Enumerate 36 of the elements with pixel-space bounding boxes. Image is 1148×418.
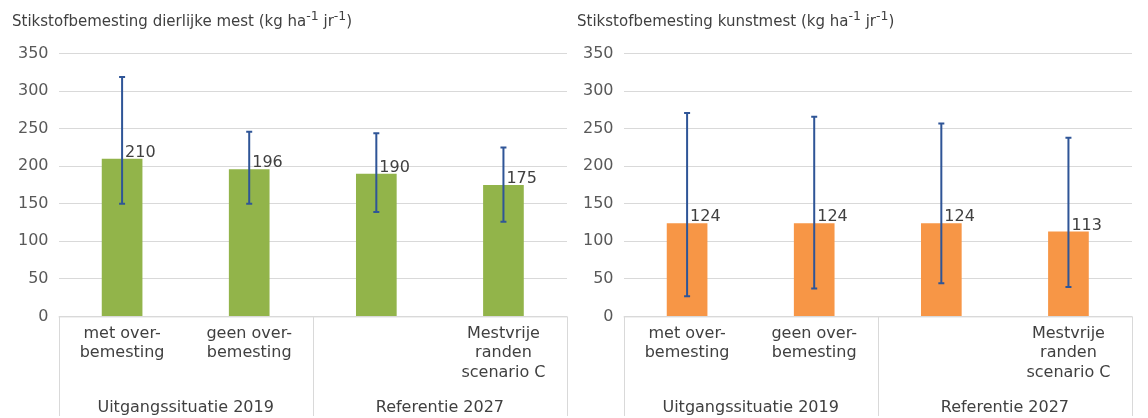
y-tick-label: 300 — [582, 80, 614, 100]
y-tick-label: 50 — [28, 268, 49, 288]
y-tick-label: 0 — [603, 305, 614, 325]
data-label: 124 — [690, 206, 721, 226]
text: Referentie 2027 — [375, 397, 505, 417]
y-tick-label: 100 — [17, 230, 49, 250]
x-tick-label: met over- bemesting — [79, 323, 165, 362]
data-label: 124 — [944, 206, 975, 226]
x-tick-label: geen over- bemesting — [771, 323, 857, 362]
y-tick-label: 150 — [17, 192, 49, 212]
y-tick-label: 200 — [17, 155, 49, 175]
x-tick-label: Mestvrije randen scenario C — [1026, 323, 1111, 381]
data-label: 113 — [1071, 214, 1102, 234]
x-tick-label: met over- bemesting — [644, 323, 730, 362]
x-tick-label: geen over- bemesting — [206, 323, 292, 362]
data-label: 124 — [817, 206, 848, 226]
chart-title: Stikstofbemesting kunstmest (kg ha$^{-1}$ jr$^{-1}$) — [576, 8, 896, 32]
data-label: 196 — [252, 152, 283, 172]
y-tick-label: 350 — [582, 42, 614, 62]
y-tick-label: 300 — [17, 80, 49, 100]
y-tick-label: 0 — [38, 305, 49, 325]
text: Referentie 2027 — [940, 397, 1070, 417]
y-tick-label: 250 — [582, 117, 614, 137]
text: Uitgangssituatie 2019 — [97, 397, 274, 417]
y-tick-label: 250 — [17, 117, 49, 137]
y-tick-label: 150 — [582, 192, 614, 212]
y-tick-label: 350 — [17, 42, 49, 62]
data-label: 210 — [125, 141, 156, 161]
text: Uitgangssituatie 2019 — [662, 397, 839, 417]
data-label: 175 — [506, 168, 537, 188]
data-label: 190 — [379, 156, 410, 176]
y-tick-label: 100 — [582, 230, 614, 250]
y-tick-label: 200 — [582, 155, 614, 175]
chart-title: Stikstofbemesting dierlijke mest (kg ha$^{-1}$ jr$^{-1}$) — [11, 8, 354, 32]
x-tick-label: Mestvrije randen scenario C — [461, 323, 546, 381]
y-tick-label: 50 — [593, 268, 614, 288]
